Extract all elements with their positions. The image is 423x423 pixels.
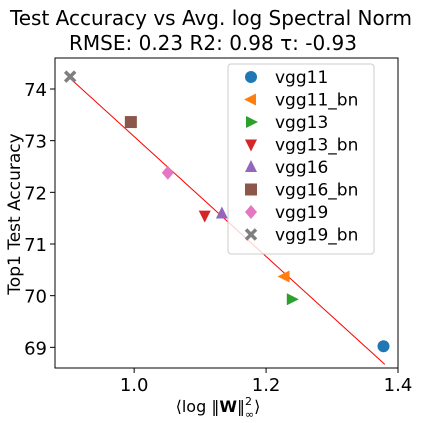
y-tick-label: 70: [24, 287, 47, 308]
legend-marker-vgg19: [245, 205, 257, 219]
legend-label-vgg16_bn: vgg16_bn: [275, 181, 358, 201]
y-tick-label: 72: [24, 183, 47, 204]
legend-label-vgg13_bn: vgg13_bn: [275, 136, 358, 156]
point-vgg13: [286, 293, 299, 306]
x-axis-label-bold: W: [219, 397, 237, 416]
legend-label-vgg19: vgg19: [275, 203, 328, 223]
y-tick-label: 73: [24, 132, 47, 153]
legend-label-vgg19_bn: vgg19_bn: [275, 226, 358, 246]
x-tick-label: 1.2: [252, 375, 281, 396]
legend-marker-vgg16_bn: [245, 183, 257, 196]
point-vgg16_bn: [124, 116, 137, 129]
legend-label-vgg13: vgg13: [275, 113, 328, 133]
legend-marker-vgg11_bn: [244, 93, 256, 106]
point-vgg19: [161, 165, 174, 180]
y-tick-label: 69: [24, 338, 47, 359]
chart-title: Test Accuracy vs Avg. log Spectral Norm: [9, 6, 412, 30]
x-axis-ticks: 1.0 1.2 1.4: [120, 368, 412, 396]
data-points: [63, 70, 390, 353]
legend: vgg11vgg11_bnvgg13vgg13_bnvgg16vgg16_bnv…: [227, 63, 375, 255]
legend-marker-vgg16: [245, 160, 257, 172]
x-tick-label: 1.0: [120, 375, 149, 396]
point-vgg11_bn: [277, 270, 290, 283]
legend-marker-vgg13_bn: [245, 139, 257, 152]
legend-label-vgg11_bn: vgg11_bn: [275, 91, 358, 111]
x-axis-label-prefix: ⟨log ‖: [176, 397, 220, 416]
plot-area: [54, 57, 399, 369]
x-axis-label: ⟨log ‖W‖2 ∞⟩: [176, 395, 261, 421]
y-tick-label: 71: [24, 235, 47, 256]
x-axis-label-norm: ‖: [237, 397, 245, 416]
x-tick-label: 1.4: [384, 375, 413, 396]
legend-marker-vgg11: [245, 71, 257, 83]
legend-label-vgg11: vgg11: [275, 68, 328, 88]
x-axis-label-sub: ∞: [245, 408, 254, 421]
y-axis-ticks: 69 70 71 72 73 74: [24, 80, 55, 359]
legend-label-vgg16: vgg16: [275, 158, 328, 178]
point-vgg11: [377, 340, 390, 353]
point-vgg19_bn: [63, 70, 77, 83]
legend-marker-vgg13: [246, 116, 258, 128]
x-axis-label-suffix: ⟩: [254, 397, 260, 416]
regression-line: [67, 76, 386, 365]
y-tick-label: 74: [24, 80, 47, 101]
point-vgg16: [215, 206, 228, 219]
legend-marker-vgg19_bn: [244, 228, 258, 241]
point-vgg13_bn: [198, 210, 211, 223]
legend-frame: [227, 63, 375, 255]
chart-subtitle: RMSE: 0.23 R2: 0.98 τ: -0.93: [69, 31, 357, 55]
y-axis-label: Top1 Test Accuracy: [5, 133, 25, 295]
x-axis-label-sup: 2: [245, 395, 252, 408]
